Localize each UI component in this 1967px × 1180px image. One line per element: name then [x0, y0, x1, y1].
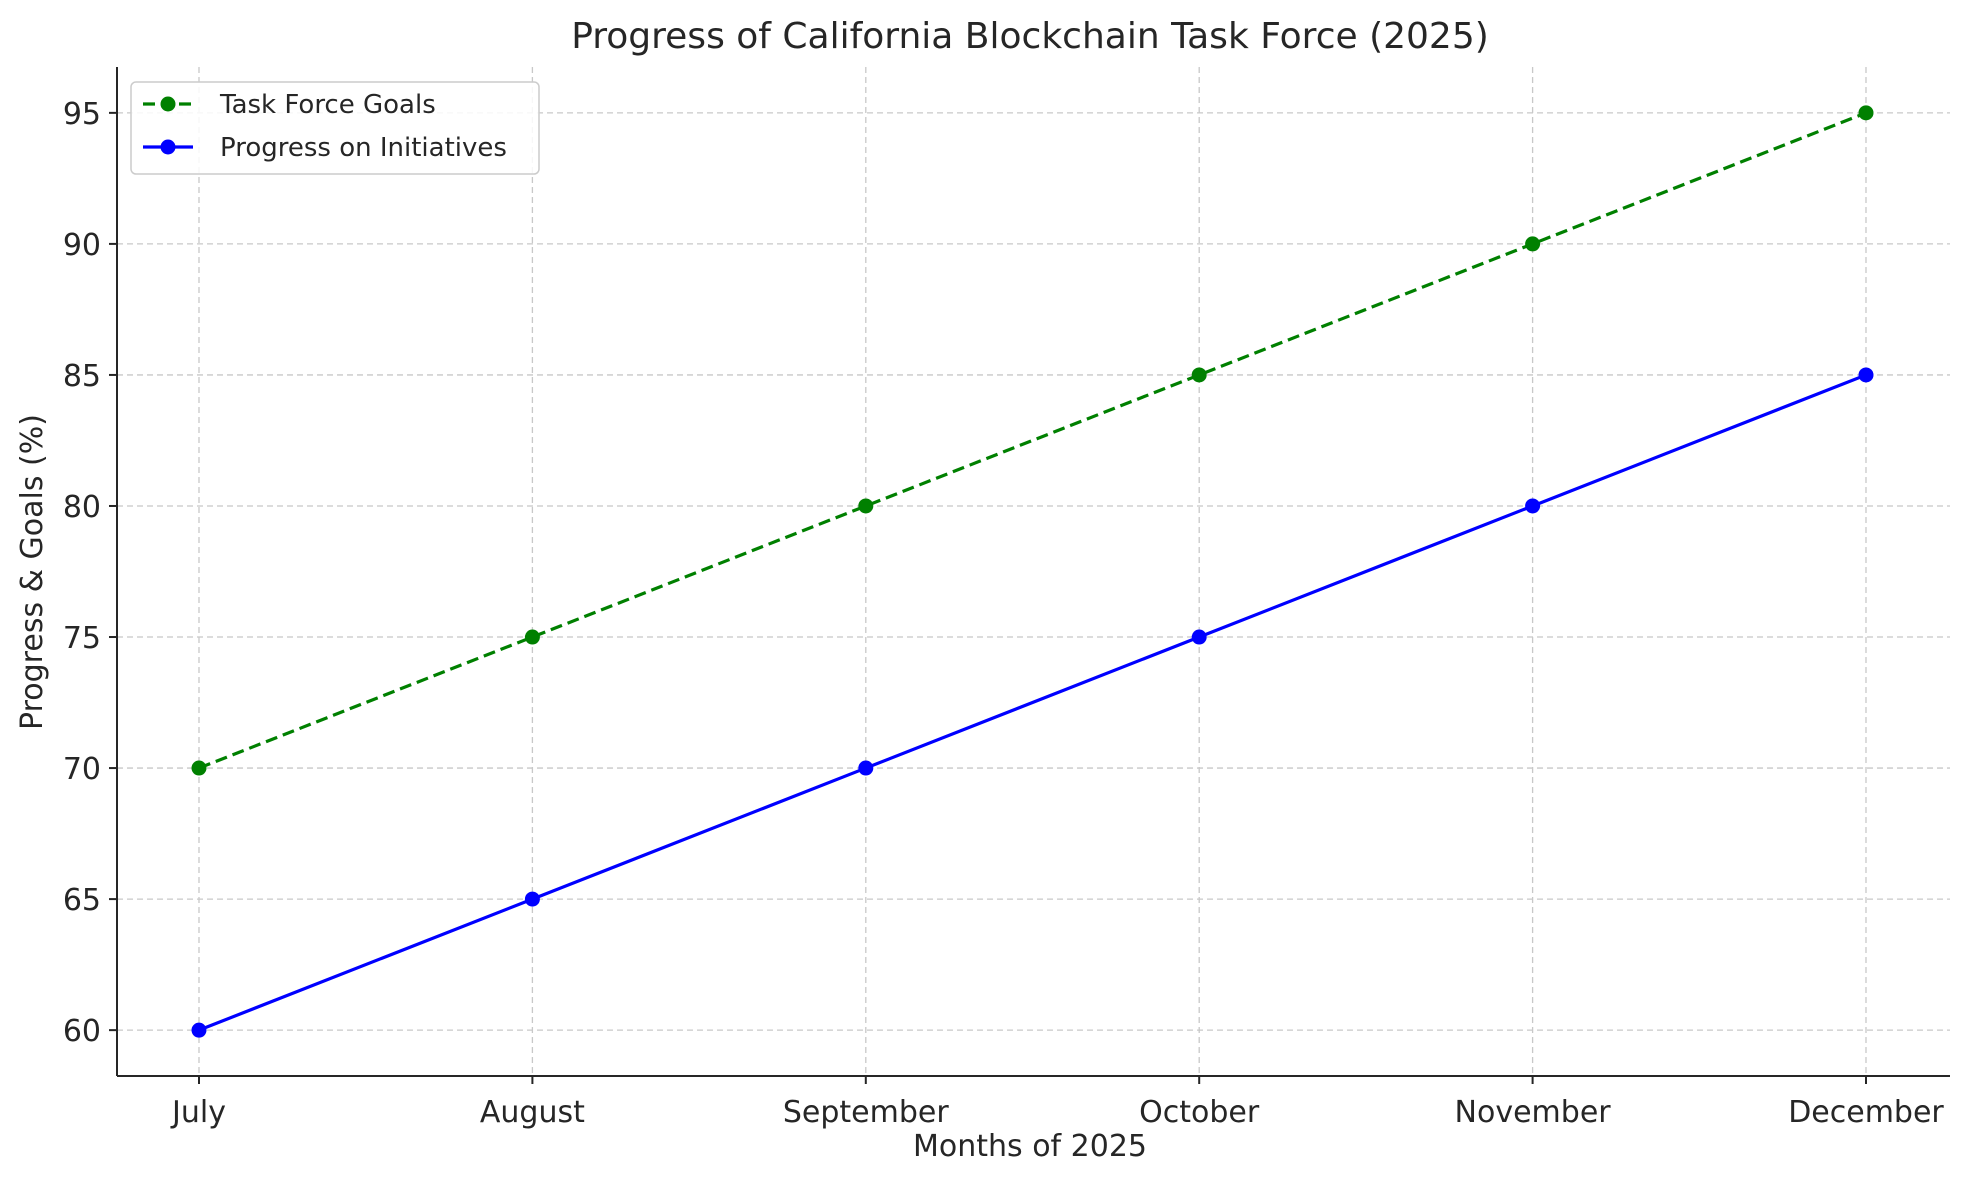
- data-point: [191, 1022, 207, 1038]
- data-point: [1191, 367, 1207, 383]
- data-point: [191, 760, 207, 776]
- data-point: [1858, 367, 1874, 383]
- series-layer: [191, 105, 1874, 1038]
- legend-swatch-marker: [160, 139, 176, 155]
- legend-label: Progress on Initiatives: [220, 133, 507, 163]
- y-tick-label: 80: [63, 490, 101, 525]
- legend-entry: Task Force Goals: [143, 90, 436, 120]
- legend-box: [130, 81, 540, 175]
- data-point: [1191, 629, 1207, 645]
- y-tick-label: 95: [63, 97, 101, 132]
- x-tick-label: December: [1788, 1095, 1944, 1130]
- legend-entry: Progress on Initiatives: [143, 133, 507, 163]
- y-tick-label: 85: [63, 359, 101, 394]
- y-tick-label: 90: [63, 228, 101, 263]
- y-tick-label: 60: [63, 1014, 101, 1049]
- legend-label: Task Force Goals: [219, 90, 436, 120]
- y-tick-label: 70: [63, 752, 101, 787]
- y-tick-label: 75: [63, 621, 101, 656]
- data-point: [524, 891, 540, 907]
- data-point: [524, 629, 540, 645]
- chart-title: Progress of California Blockchain Task F…: [571, 16, 1489, 57]
- x-tick-label: October: [1139, 1095, 1260, 1130]
- data-point: [1858, 105, 1874, 121]
- series-0: [191, 105, 1874, 776]
- series-1: [191, 367, 1874, 1038]
- x-axis-title: Months of 2025: [913, 1129, 1147, 1164]
- grid: [117, 67, 1950, 1076]
- x-tick-label: July: [170, 1095, 226, 1130]
- x-tick-label: August: [480, 1095, 585, 1130]
- series-line: [198, 111, 1867, 770]
- data-point: [858, 760, 874, 776]
- y-axis-title: Progress & Goals (%): [15, 414, 50, 730]
- series-line: [198, 373, 1867, 1032]
- axes: July August September October November Decemb…: [63, 67, 1950, 1130]
- legend: Task Force Goals Progress on Initiatives: [130, 81, 540, 175]
- x-tick-label: November: [1455, 1095, 1612, 1130]
- data-point: [858, 498, 874, 514]
- y-tick-label: 65: [63, 883, 101, 918]
- legend-swatch-marker: [160, 96, 176, 112]
- x-tick-label: September: [783, 1095, 949, 1130]
- data-point: [1525, 498, 1541, 514]
- data-point: [1525, 236, 1541, 252]
